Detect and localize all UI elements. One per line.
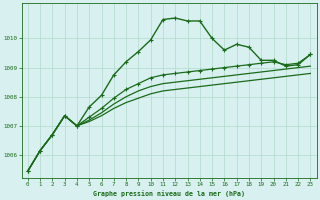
X-axis label: Graphe pression niveau de la mer (hPa): Graphe pression niveau de la mer (hPa)	[93, 190, 245, 197]
